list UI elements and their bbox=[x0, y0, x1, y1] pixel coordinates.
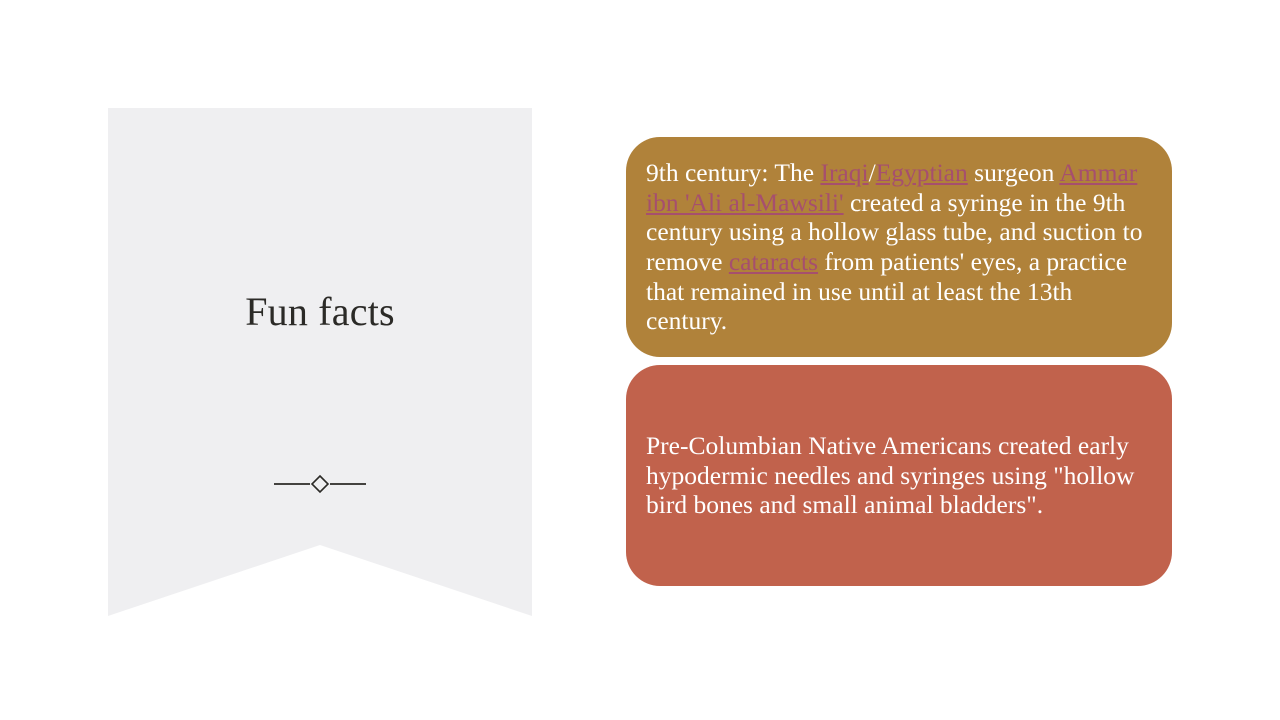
fact-text-segment: surgeon bbox=[967, 157, 1060, 187]
link-cataracts[interactable]: cataracts bbox=[728, 247, 819, 276]
title-banner: Fun facts bbox=[108, 108, 532, 616]
fact-card-syringe-history: 9th century: The Iraqi/Egyptian surgeon … bbox=[626, 137, 1172, 357]
diamond-divider-icon bbox=[274, 474, 366, 494]
fact-text-2: Pre-Columbian Native Americans created e… bbox=[646, 430, 1135, 520]
link-egyptian[interactable]: Egyptian bbox=[875, 157, 968, 187]
banner-shape bbox=[108, 108, 532, 616]
fact-text-segment: 9th century: The bbox=[646, 157, 821, 187]
link-ammar-ibn-ali[interactable]: Ammar ibn 'Ali al-Mawsili' bbox=[646, 157, 1138, 217]
fact-text-segment: from patients' eyes, a practice that rem… bbox=[646, 247, 1128, 336]
slide-title: Fun facts bbox=[245, 289, 395, 334]
fact-text-segment: / bbox=[868, 157, 876, 187]
fact-text-1: 9th century: The Iraqi/Egyptian surgeon … bbox=[646, 158, 1150, 336]
fact-card-native-americans: Pre-Columbian Native Americans created e… bbox=[626, 365, 1172, 586]
link-iraqi[interactable]: Iraqi bbox=[820, 157, 869, 187]
fact-text-segment: created a syringe in the 9th century usi… bbox=[646, 187, 1143, 276]
